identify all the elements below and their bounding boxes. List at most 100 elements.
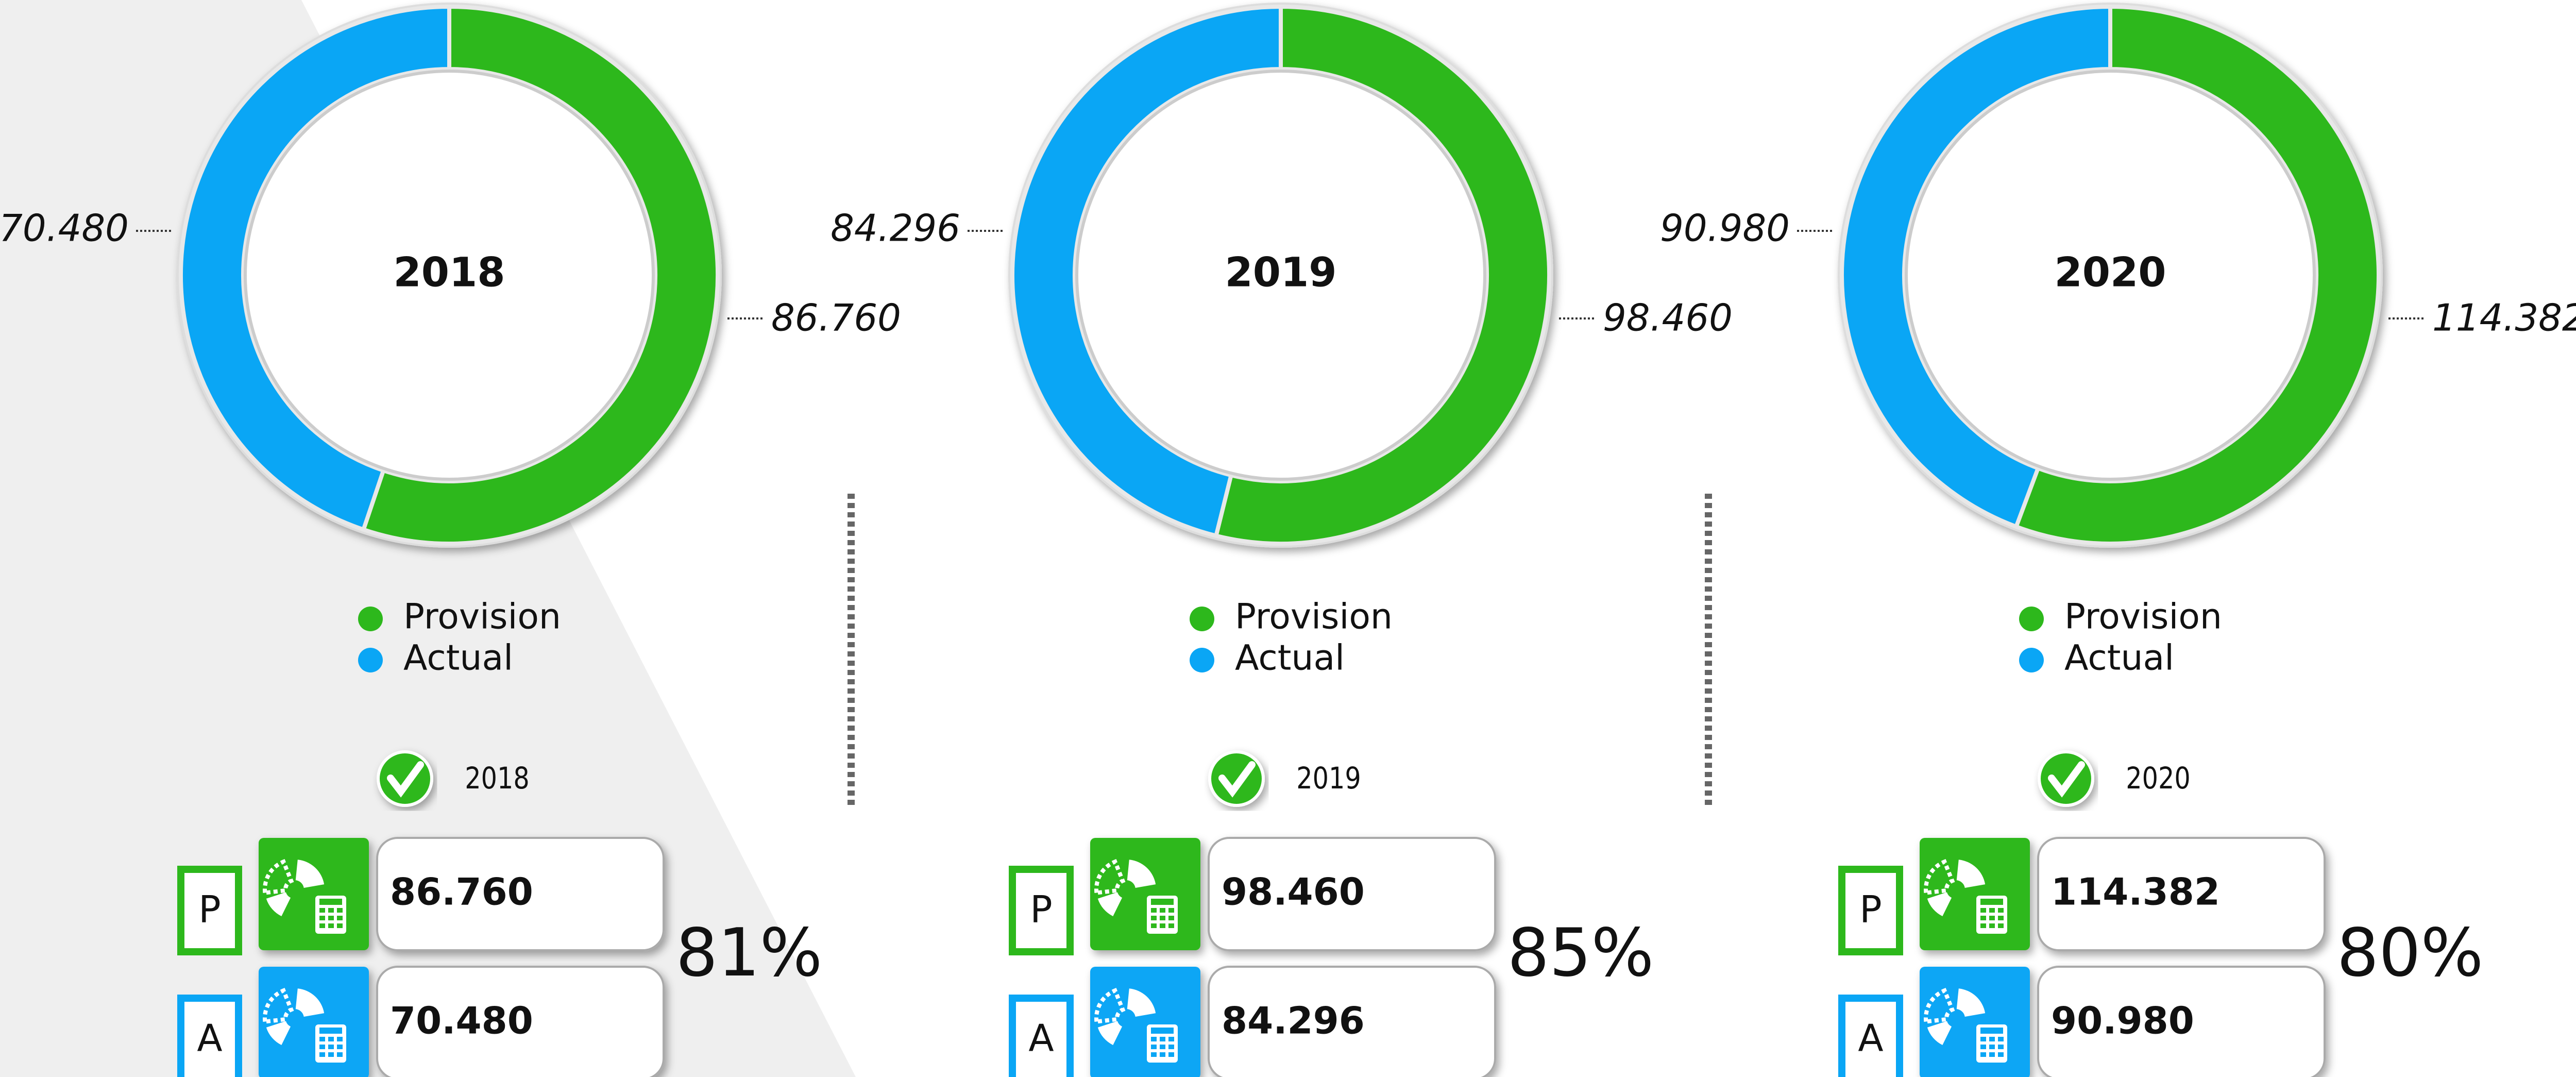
icon-pie <box>1097 892 1123 917</box>
icon-key <box>1998 1052 2004 1057</box>
badge-box <box>1838 866 1903 955</box>
icon-key <box>337 923 343 928</box>
icon-key <box>1998 1045 2004 1049</box>
check-badge <box>2038 750 2094 807</box>
icon-pie <box>1127 988 1156 1017</box>
icon-key <box>1151 1037 1157 1041</box>
donut-slice <box>179 4 451 532</box>
icon-pie <box>266 1021 291 1046</box>
icon-key <box>1989 923 1995 928</box>
icon-key <box>1160 1037 1165 1041</box>
legend-label: Provision <box>1235 597 1393 637</box>
icon-pie <box>1927 1021 1952 1046</box>
icon-key <box>1151 923 1157 928</box>
legend-dot <box>358 607 383 631</box>
icon-key <box>1998 1037 2004 1041</box>
icon-key <box>328 916 334 920</box>
icon-pie <box>1956 860 1986 888</box>
legend-label: Actual <box>1235 638 1345 679</box>
icon-pie <box>263 988 294 1024</box>
icon-key <box>328 1052 334 1057</box>
value-box <box>2037 837 2326 951</box>
icon-key <box>1989 1052 1995 1057</box>
icon-key <box>328 908 334 913</box>
icon-key <box>319 923 325 928</box>
badge-box <box>177 866 242 955</box>
icon <box>259 838 369 950</box>
icon-key <box>337 908 343 913</box>
icon-key <box>1168 908 1174 913</box>
legend-dot <box>1190 648 1214 672</box>
icon-key <box>1989 908 1995 913</box>
icon-pie <box>1956 988 1986 1017</box>
icon-key <box>1160 923 1165 928</box>
icon-screen <box>319 899 342 905</box>
value-box <box>1208 837 1496 951</box>
icon-key <box>1980 916 1986 920</box>
value-box <box>376 966 665 1077</box>
year-label: 2018 <box>465 761 529 796</box>
icon-key <box>1160 1045 1165 1049</box>
icon-pie <box>1094 859 1126 895</box>
badge-box <box>1009 995 1074 1077</box>
value-label: 114.382 <box>2432 296 2576 340</box>
icon-pie <box>295 860 325 888</box>
donut-slice <box>361 4 720 546</box>
icon-key <box>1168 916 1174 920</box>
value-box-text: 86.760 <box>390 870 533 914</box>
icon-screen <box>1980 1028 2003 1034</box>
badge-letter: A <box>1028 1017 1054 1060</box>
icon-pie <box>263 859 294 895</box>
value-label: 86.760 <box>771 296 901 340</box>
icon-pie <box>295 988 325 1017</box>
icon-pie <box>1927 892 1952 917</box>
donut-hole <box>1905 70 2316 481</box>
value-box <box>2037 966 2326 1077</box>
icon-key <box>319 1037 325 1041</box>
legend-dot <box>2019 648 2044 672</box>
icon-key <box>328 923 334 928</box>
icon-key <box>1980 1045 1986 1049</box>
icon-key <box>1151 908 1157 913</box>
value-label: 70.480 <box>0 207 129 250</box>
donut-title: 2020 <box>2054 249 2166 296</box>
value-box-text: 90.980 <box>2051 999 2194 1042</box>
value-label: 98.460 <box>1603 296 1733 340</box>
check-mark <box>387 761 424 798</box>
icon-screen <box>319 1028 342 1034</box>
value-box <box>376 837 665 951</box>
icon-key <box>1151 1045 1157 1049</box>
icon-key <box>1980 1052 1986 1057</box>
value-box <box>1208 966 1496 1077</box>
icon-key <box>1160 1052 1165 1057</box>
icon-key <box>337 916 343 920</box>
icon-key <box>1160 916 1165 920</box>
icon-tile <box>1920 838 2030 950</box>
icon-key <box>1168 1052 1174 1057</box>
icon-key <box>319 1045 325 1049</box>
ratio: 85% <box>1507 915 1654 991</box>
icon-screen <box>1151 899 1174 905</box>
value-label: 84.296 <box>831 207 960 250</box>
value-box-text: 98.460 <box>1222 870 1365 914</box>
donut-title: 2019 <box>1225 249 1336 296</box>
badge-letter: A <box>1858 1017 1883 1060</box>
donut-slice <box>2013 4 2381 546</box>
icon-key <box>1980 908 1986 913</box>
check-mark <box>1218 761 1256 798</box>
donut-hole <box>1075 70 1486 481</box>
icon-key <box>328 1045 334 1049</box>
icon-key <box>337 1052 343 1057</box>
badge-letter: P <box>1859 888 1882 931</box>
legend-dot <box>358 648 383 672</box>
icon-key <box>1989 1045 1995 1049</box>
icon-key <box>1989 1037 1995 1041</box>
icon-key <box>337 1037 343 1041</box>
check-mark <box>2048 761 2085 798</box>
icon-screen <box>1151 1028 1174 1034</box>
badge-letter: A <box>197 1017 222 1060</box>
icon-pie <box>1094 988 1126 1024</box>
icon <box>1920 838 2030 950</box>
